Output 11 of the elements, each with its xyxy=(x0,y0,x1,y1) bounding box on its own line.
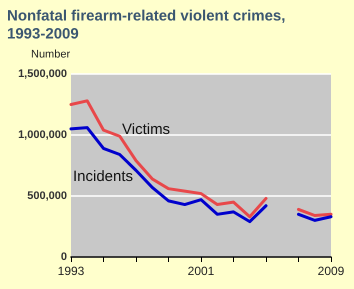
x-tick-label: 2009 xyxy=(318,264,345,278)
y-tick-label: 1,500,000 xyxy=(18,68,67,80)
y-tick-label: 1,000,000 xyxy=(18,129,67,141)
series-label: Incidents xyxy=(73,168,134,185)
series-label: Victims xyxy=(122,121,170,138)
y-axis-title: Number xyxy=(31,48,70,60)
y-tick-label: 0 xyxy=(60,251,67,263)
x-tick-label: 2001 xyxy=(188,264,215,278)
chart-title: Nonfatal firearm-related violent crimes, 1993-2009 xyxy=(7,8,286,42)
x-tick-label: 1993 xyxy=(58,264,85,278)
y-tick-label: 500,000 xyxy=(27,190,67,202)
